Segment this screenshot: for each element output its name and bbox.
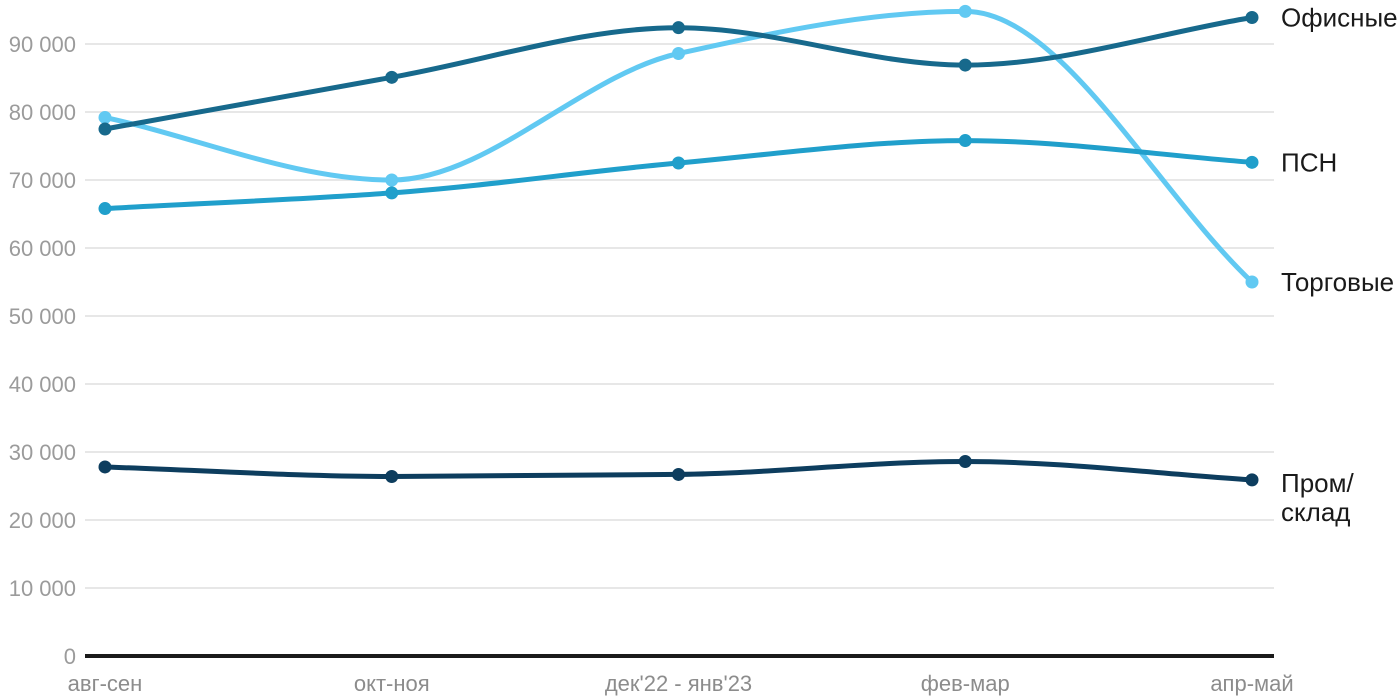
data-point xyxy=(98,202,112,216)
data-point xyxy=(1245,473,1259,487)
series-line-ПСН xyxy=(102,138,1255,212)
y-axis-tick-label: 20 000 xyxy=(9,508,76,533)
series-label: Пром/ xyxy=(1281,468,1354,498)
data-point xyxy=(98,460,112,474)
x-axis-tick-label: дек'22 - янв'23 xyxy=(605,671,752,696)
data-point xyxy=(958,455,972,469)
data-point xyxy=(672,47,685,61)
data-point xyxy=(958,4,972,18)
series-label: Офисные xyxy=(1281,2,1398,32)
x-axis-tick-label: окт-ноя xyxy=(354,671,430,696)
y-axis-tick-label: 0 xyxy=(64,644,76,669)
data-point xyxy=(385,173,399,187)
y-axis-tick-label: 80 000 xyxy=(9,100,76,125)
data-point xyxy=(672,467,685,481)
y-axis-tick-label: 10 000 xyxy=(9,576,76,601)
y-axis-tick-label: 60 000 xyxy=(9,236,76,261)
data-point xyxy=(958,58,972,72)
data-point xyxy=(672,21,685,35)
y-axis-tick-label: 90 000 xyxy=(9,32,76,57)
series-label: Торговые xyxy=(1281,267,1394,297)
x-axis-tick-label: авг-сен xyxy=(68,671,143,696)
data-point xyxy=(385,70,399,84)
x-axis-tick-label: фев-мар xyxy=(921,671,1010,696)
y-axis-tick-label: 50 000 xyxy=(9,304,76,329)
data-point xyxy=(98,110,112,124)
series-label: склад xyxy=(1281,497,1350,527)
data-point xyxy=(1245,155,1259,169)
y-axis-tick-label: 30 000 xyxy=(9,440,76,465)
x-axis-tick-label: апр-май xyxy=(1210,671,1293,696)
data-point xyxy=(98,122,112,136)
data-point xyxy=(1245,10,1259,24)
y-axis-tick-label: 70 000 xyxy=(9,168,76,193)
data-point xyxy=(958,134,972,148)
data-point xyxy=(672,156,685,170)
data-point xyxy=(385,186,399,200)
data-point xyxy=(1245,275,1259,289)
data-point xyxy=(385,469,399,483)
y-axis-tick-label: 40 000 xyxy=(9,372,76,397)
series-label: ПСН xyxy=(1281,147,1337,177)
